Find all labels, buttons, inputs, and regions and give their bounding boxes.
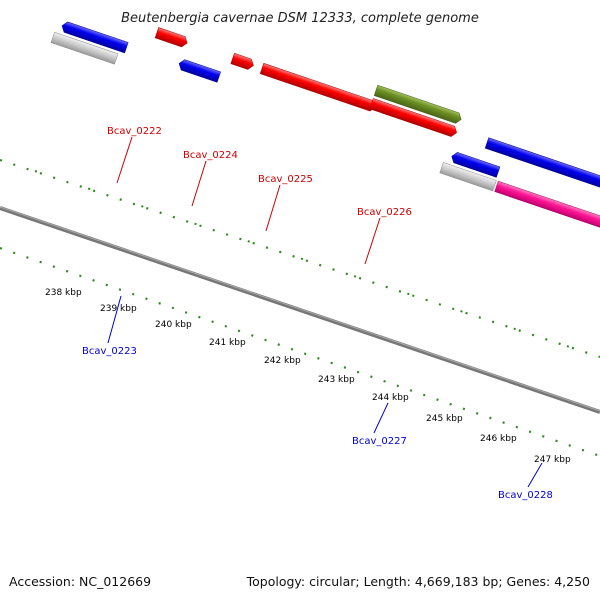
gene-blue-left-arrow[interactable] bbox=[60, 21, 129, 54]
tick-label: 245 kbp bbox=[426, 414, 463, 424]
gene-bcav-0226-arrow[interactable] bbox=[373, 84, 463, 124]
gene-label-bcav-0228[interactable]: Bcav_0228 bbox=[498, 490, 553, 501]
gene-bcav-0224-arrow[interactable] bbox=[230, 52, 255, 71]
gene-label-bcav-0227[interactable]: Bcav_0227 bbox=[352, 436, 407, 447]
gene-label-bcav-0226[interactable]: Bcav_0226 bbox=[357, 207, 412, 218]
genome-backbone bbox=[0, 206, 600, 414]
map-title: Beutenbergia cavernae DSM 12333, complet… bbox=[121, 11, 479, 26]
gene-bcav-0225-arrow[interactable] bbox=[259, 62, 377, 112]
gene-blue-reverse-arrow[interactable] bbox=[450, 151, 501, 178]
gene-bcav-0228-box[interactable] bbox=[494, 180, 600, 249]
label-leaders bbox=[107, 136, 543, 488]
gene-forward-red-arrow[interactable] bbox=[369, 98, 459, 137]
tick-label: 242 kbp bbox=[264, 356, 301, 366]
gene-labels: Bcav_0222 Bcav_0224 Bcav_0225 Bcav_0226 … bbox=[82, 126, 553, 501]
gene-track bbox=[50, 21, 600, 249]
gene-gray-left[interactable] bbox=[50, 31, 119, 65]
kbp-tick-labels: 238 kbp 239 kbp 240 kbp 241 kbp 242 kbp … bbox=[45, 288, 571, 465]
tick-label: 238 kbp bbox=[45, 288, 82, 298]
genome-summary-text: Topology: circular; Length: 4,669,183 bp… bbox=[246, 574, 590, 589]
gene-blue-large-arrow[interactable] bbox=[484, 137, 600, 208]
tick-label: 244 kbp bbox=[372, 393, 409, 403]
tick-label: 243 kbp bbox=[318, 375, 355, 385]
gene-label-bcav-0222[interactable]: Bcav_0222 bbox=[107, 126, 162, 137]
tick-label: 239 kbp bbox=[100, 304, 137, 314]
accession-text: Accession: NC_012669 bbox=[9, 574, 151, 589]
tick-label: 241 kbp bbox=[209, 338, 246, 348]
tick-label: 247 kbp bbox=[534, 455, 571, 465]
gene-label-bcav-0224[interactable]: Bcav_0224 bbox=[183, 150, 238, 161]
tick-label: 240 kbp bbox=[155, 320, 192, 330]
gene-bcav-0227-box[interactable] bbox=[439, 162, 497, 192]
gene-label-bcav-0225[interactable]: Bcav_0225 bbox=[258, 174, 313, 185]
gene-label-bcav-0223[interactable]: Bcav_0223 bbox=[82, 346, 137, 357]
gene-bcav-0223-arrow[interactable] bbox=[177, 58, 221, 83]
gene-bcav-0222-arrow[interactable] bbox=[154, 27, 189, 48]
tick-label: 246 kbp bbox=[480, 434, 517, 444]
